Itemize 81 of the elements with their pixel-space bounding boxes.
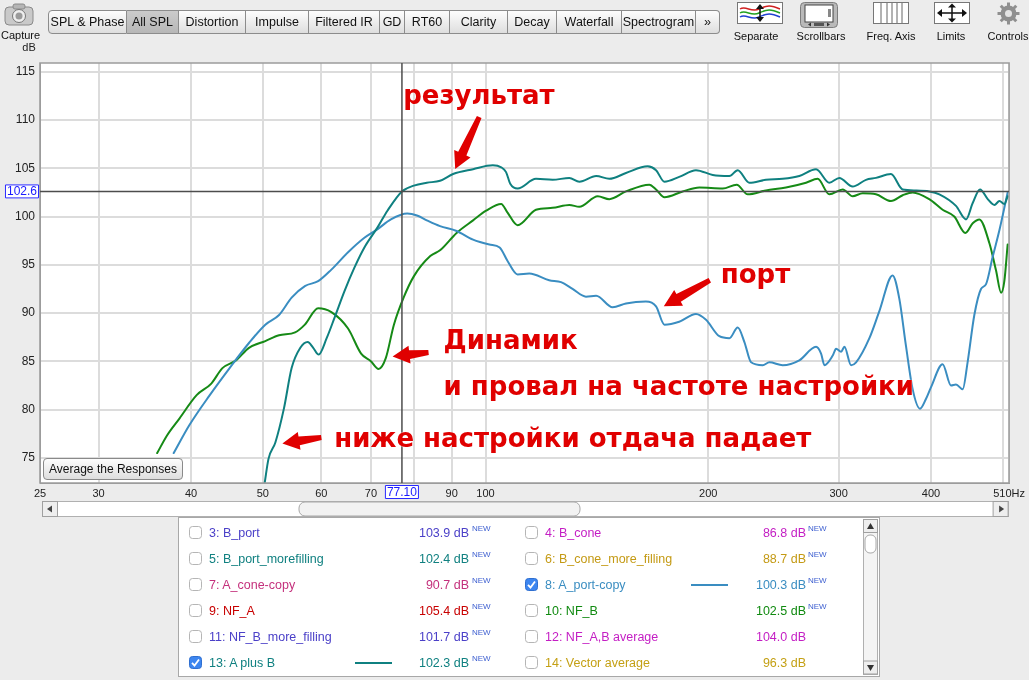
- annotation: порт: [720, 259, 791, 290]
- x-tick-label: 200: [699, 486, 718, 499]
- text: 100.3 dB: [755, 577, 806, 593]
- text: NEW: [472, 654, 491, 663]
- text: NEW: [472, 524, 491, 533]
- tab: Distortion: [179, 10, 246, 34]
- text: 6: B_cone_more_filling: [545, 551, 673, 567]
- text: Limits: [936, 30, 966, 42]
- text: 103.9 dB: [418, 525, 469, 541]
- text: NEW: [472, 576, 491, 585]
- tab: Impulse: [246, 10, 309, 34]
- text: NEW: [472, 628, 491, 637]
- text: 10: NF_B: [545, 603, 598, 619]
- x-tick-label: 30: [92, 486, 105, 499]
- y-tick-label: 105: [14, 160, 36, 175]
- y-tick-label: 115: [15, 64, 36, 78]
- text: NEW: [808, 524, 827, 533]
- tab: GD: [380, 10, 405, 34]
- tab: Clarity: [450, 10, 508, 34]
- annotation: Average the Responses: [49, 461, 177, 477]
- tab: Waterfall: [557, 10, 622, 34]
- y-tick-label: 75: [21, 450, 36, 465]
- text: 102.5 dB: [755, 603, 806, 619]
- y-tick-label: 110: [15, 112, 36, 127]
- text: NEW: [808, 576, 827, 585]
- text: Capture: [1, 29, 41, 41]
- x-tick-label: 50: [256, 486, 269, 499]
- y-tick-label: 100: [14, 208, 36, 223]
- text: 13: A plus B: [209, 655, 276, 671]
- text: 102.4 dB: [418, 551, 469, 567]
- text: NEW: [808, 550, 827, 559]
- y-tick-label: 95: [21, 257, 36, 272]
- y-tick-label: 90: [21, 305, 36, 320]
- text: 11: NF_B_more_filling: [209, 629, 332, 645]
- tab: Decay: [508, 10, 557, 34]
- x-tick-label: 40: [184, 486, 198, 499]
- annotation: Динамик и провал на частоте настройки: [443, 323, 914, 403]
- text: Scrollbars: [796, 30, 846, 42]
- text: 90.7 dB: [425, 577, 469, 593]
- x-tick-label: 510Hz: [993, 486, 1025, 499]
- x-tick-label: 100: [476, 486, 495, 499]
- annotation: результат: [403, 80, 555, 111]
- text: NEW: [808, 602, 827, 611]
- x-tick-label: 70: [364, 486, 378, 499]
- tab: Filtered IR: [309, 10, 380, 34]
- ref-line-label: 77.10: [386, 484, 418, 499]
- y-tick-label: 80: [21, 401, 36, 416]
- tab: All SPL: [127, 10, 179, 34]
- x-tick-label: 300: [829, 486, 848, 499]
- ref-line-label: 102.6: [6, 184, 38, 199]
- tab: RT60: [405, 10, 450, 34]
- text: Separate: [733, 30, 779, 42]
- text: 3: B_port: [209, 525, 260, 541]
- x-tick-label: 400: [921, 486, 941, 499]
- text: 14: Vector average: [545, 655, 650, 671]
- text: NEW: [472, 602, 491, 611]
- text: 7: A_cone-copy: [209, 577, 296, 593]
- text: 104.0 dB: [755, 629, 806, 645]
- tab: »: [696, 10, 720, 34]
- y-axis-title: dB: [22, 41, 36, 53]
- text: 96.3 dB: [762, 655, 806, 671]
- text: 102.3 dB: [418, 655, 469, 671]
- text: 86.8 dB: [762, 525, 806, 541]
- text: NEW: [472, 550, 491, 559]
- text: 101.7 dB: [418, 629, 469, 645]
- text: 4: B_cone: [545, 525, 602, 541]
- text: 8: A_port-copy: [545, 577, 626, 593]
- text: 12: NF_A,B average: [545, 629, 659, 645]
- text: 5: B_port_morefilling: [209, 551, 324, 567]
- tab: SPL & Phase: [48, 10, 127, 34]
- tab: Spectrogram: [622, 10, 696, 34]
- text: 88.7 dB: [762, 551, 806, 567]
- text: Controls: [987, 30, 1029, 42]
- y-tick-label: 85: [21, 353, 36, 368]
- text: Freq. Axis: [866, 30, 916, 42]
- text: 9: NF_A: [209, 603, 255, 619]
- button: Average the Responses: [43, 458, 183, 480]
- x-tick-label: 90: [445, 486, 458, 499]
- x-tick-label: 60: [315, 486, 328, 499]
- text: 105.4 dB: [418, 603, 469, 619]
- x-tick-label: 25: [33, 486, 47, 499]
